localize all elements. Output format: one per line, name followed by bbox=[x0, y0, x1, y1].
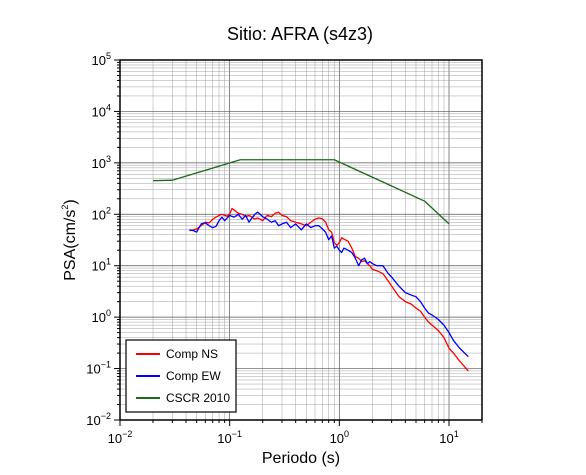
series-line-0 bbox=[189, 207, 469, 372]
y-axis-label-close: ) bbox=[62, 199, 79, 204]
grid bbox=[119, 60, 483, 421]
x-tick-label: 10−2 bbox=[108, 429, 133, 446]
y-tick-label: 105 bbox=[92, 51, 111, 68]
y-tick-label: 100 bbox=[92, 308, 111, 325]
series-group bbox=[152, 159, 469, 372]
y-tick-label: 101 bbox=[92, 257, 111, 274]
plot-frame bbox=[119, 59, 483, 421]
x-tick-label: 100 bbox=[330, 429, 349, 446]
x-tick-label: 10−1 bbox=[217, 429, 242, 446]
chart-title: Sitio: AFRA (s4z3) bbox=[227, 24, 373, 44]
y-tick-label: 104 bbox=[92, 102, 111, 119]
legend: Comp NS Comp EW CSCR 2010 bbox=[125, 339, 237, 413]
y-tick-label: 10−2 bbox=[86, 411, 111, 428]
y-axis-label-sup: 2 bbox=[60, 205, 70, 210]
y-tick-label: 103 bbox=[92, 154, 111, 171]
axis-ticks bbox=[114, 59, 483, 426]
x-tick-labels: 10−2 10−1 100 101 bbox=[108, 429, 459, 446]
legend-label-0: Comp NS bbox=[166, 347, 218, 361]
y-tick-label: 102 bbox=[92, 205, 111, 222]
legend-label-2: CSCR 2010 bbox=[166, 391, 230, 405]
y-axis-label-base: PSA(cm/s bbox=[62, 210, 79, 281]
y-tick-labels: 10−2 10−1 100 101 102 103 104 105 bbox=[86, 51, 111, 428]
y-tick-label: 10−1 bbox=[86, 360, 111, 377]
legend-label-1: Comp EW bbox=[166, 369, 221, 383]
x-axis-label: Periodo (s) bbox=[262, 450, 340, 467]
series-line-2 bbox=[152, 159, 450, 225]
y-axis-label: PSA(cm/s2) bbox=[60, 199, 79, 280]
x-tick-label: 101 bbox=[439, 429, 458, 446]
series-line-1 bbox=[189, 211, 469, 358]
